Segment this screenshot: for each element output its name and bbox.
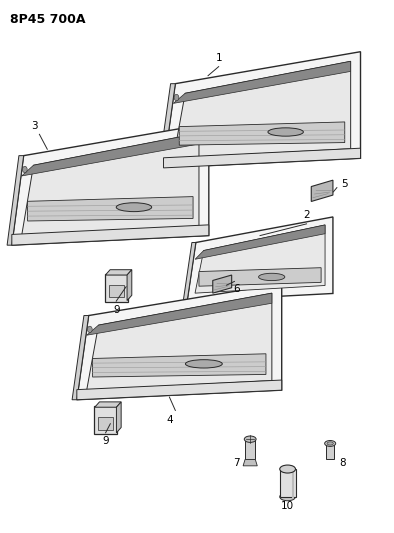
Polygon shape (195, 225, 325, 259)
Polygon shape (173, 61, 351, 158)
Polygon shape (77, 284, 282, 400)
Polygon shape (105, 270, 132, 275)
Ellipse shape (325, 440, 336, 446)
FancyBboxPatch shape (98, 417, 113, 430)
Polygon shape (243, 459, 257, 466)
Polygon shape (77, 380, 282, 400)
Text: 10: 10 (281, 501, 294, 511)
Circle shape (87, 326, 92, 333)
Polygon shape (159, 84, 175, 168)
Polygon shape (164, 52, 361, 168)
Ellipse shape (268, 128, 303, 136)
Text: 9: 9 (113, 305, 119, 315)
Polygon shape (28, 197, 193, 221)
Polygon shape (127, 270, 132, 301)
Polygon shape (12, 124, 209, 245)
Text: 6: 6 (233, 284, 240, 294)
Polygon shape (173, 61, 351, 103)
Polygon shape (213, 275, 232, 293)
FancyBboxPatch shape (94, 406, 117, 434)
FancyBboxPatch shape (245, 439, 255, 459)
FancyBboxPatch shape (108, 285, 124, 297)
Circle shape (22, 166, 27, 173)
Ellipse shape (327, 442, 333, 445)
FancyBboxPatch shape (326, 443, 334, 459)
Text: 5: 5 (341, 179, 348, 189)
Ellipse shape (186, 360, 222, 368)
Polygon shape (199, 268, 321, 286)
Polygon shape (164, 148, 361, 168)
Text: 1: 1 (216, 53, 222, 63)
Polygon shape (12, 225, 209, 245)
Polygon shape (187, 217, 333, 301)
Text: 4: 4 (167, 415, 173, 425)
Polygon shape (93, 354, 266, 377)
Text: 9: 9 (102, 436, 109, 446)
Polygon shape (311, 180, 333, 201)
Polygon shape (7, 156, 24, 245)
Polygon shape (117, 402, 121, 433)
Ellipse shape (244, 436, 256, 442)
Polygon shape (72, 316, 89, 400)
Text: 3: 3 (32, 120, 38, 131)
Ellipse shape (280, 492, 296, 501)
Ellipse shape (280, 465, 296, 473)
Text: 8P45 700A: 8P45 700A (10, 13, 85, 26)
Text: 7: 7 (233, 458, 240, 467)
Text: 8: 8 (340, 458, 346, 467)
Polygon shape (195, 225, 325, 293)
Ellipse shape (116, 203, 152, 212)
Circle shape (174, 94, 179, 101)
Polygon shape (179, 122, 345, 145)
Polygon shape (87, 293, 272, 390)
Ellipse shape (258, 273, 285, 280)
Polygon shape (95, 402, 121, 407)
FancyBboxPatch shape (280, 469, 296, 497)
Polygon shape (22, 133, 199, 236)
Polygon shape (183, 243, 196, 301)
Text: 2: 2 (303, 209, 310, 220)
FancyBboxPatch shape (104, 274, 128, 302)
Polygon shape (22, 133, 199, 176)
Polygon shape (87, 293, 272, 335)
